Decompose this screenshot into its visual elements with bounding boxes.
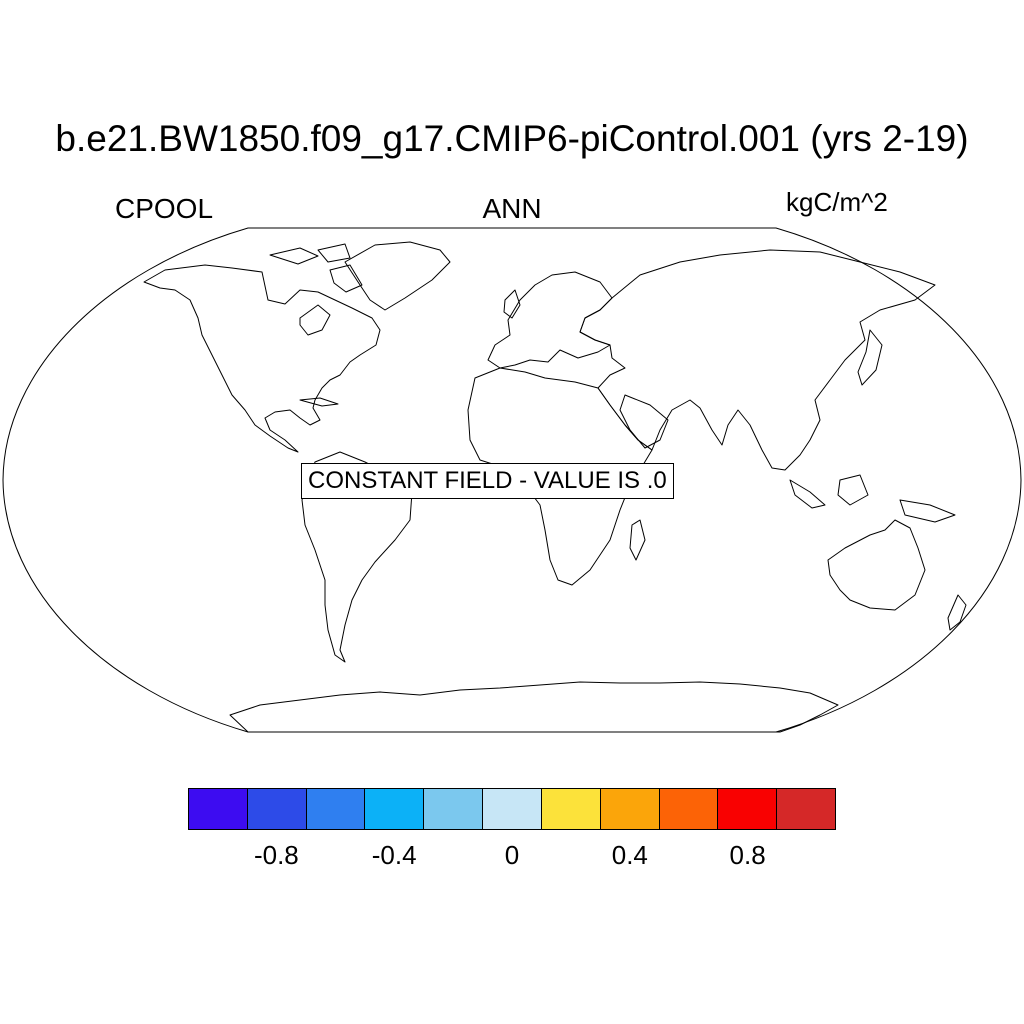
colorbar-box — [189, 789, 248, 829]
sumatra-borneo — [790, 480, 825, 508]
colorbar-box — [660, 789, 719, 829]
colorbar-box — [365, 789, 424, 829]
arctic-island — [270, 248, 318, 264]
australia-coastline — [828, 520, 925, 610]
colorbar-tick-label: 0.4 — [590, 840, 670, 871]
arctic-island — [318, 244, 350, 262]
cuba-coastline — [300, 398, 338, 406]
hudson-bay — [300, 305, 330, 335]
greenland-coastline — [345, 242, 450, 310]
colorbar-box — [424, 789, 483, 829]
japan — [858, 330, 882, 385]
europe-coastline — [488, 272, 612, 368]
borneo — [838, 475, 868, 505]
colorbar-tick-label: -0.8 — [236, 840, 316, 871]
madagascar — [630, 520, 645, 560]
new-guinea — [900, 500, 955, 522]
colorbar — [188, 788, 836, 830]
colorbar-tick-label: 0.8 — [708, 840, 788, 871]
asia-coastline — [580, 250, 935, 470]
colorbar-box — [542, 789, 601, 829]
colorbar-box — [718, 789, 777, 829]
colorbar-box — [307, 789, 366, 829]
antarctica-coastline — [230, 682, 838, 732]
new-zealand — [948, 595, 966, 630]
baffin-island — [330, 265, 362, 292]
colorbar-box — [483, 789, 542, 829]
arabian-peninsula — [620, 395, 668, 448]
constant-field-notice: CONSTANT FIELD - VALUE IS .0 — [301, 463, 674, 499]
colorbar-box — [777, 789, 835, 829]
colorbar-tick-label: -0.4 — [354, 840, 434, 871]
colorbar-box — [248, 789, 307, 829]
north-america-coastline — [144, 265, 380, 452]
colorbar-tick-label: 0 — [472, 840, 552, 871]
colorbar-box — [601, 789, 660, 829]
